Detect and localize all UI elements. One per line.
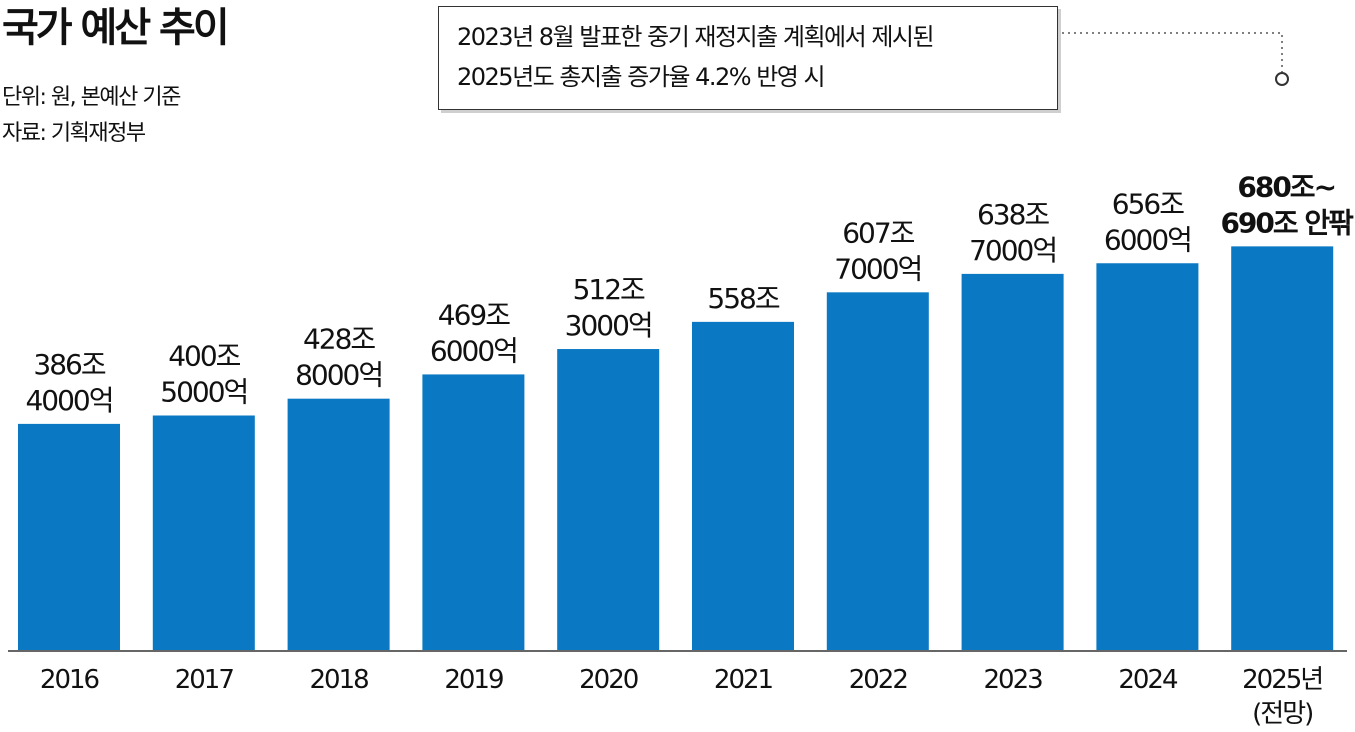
callout-leader-marker — [1275, 72, 1289, 86]
value-label-2025-line-2: 690조 안팎 — [1220, 206, 1354, 239]
callout-line-1: 2023년 8월 발표한 중기 재정지출 계획에서 제시된 — [457, 23, 935, 51]
source-note: 자료: 기획재정부 — [2, 121, 146, 146]
value-label-2016-line-2: 4000억 — [25, 384, 112, 417]
x-tick-label-2022: 2022 — [849, 665, 907, 695]
x-tick-label-2018: 2018 — [310, 665, 369, 695]
bars-group — [18, 246, 1334, 650]
value-label-2017-line-1: 400조 — [168, 340, 240, 373]
value-label-2018-line-1: 428조 — [303, 323, 375, 356]
bar-2019 — [422, 374, 525, 650]
x-tick-label-2019: 2019 — [444, 665, 503, 695]
x-tick-label-2021: 2021 — [714, 665, 773, 695]
x-tick-labels-group: 2016 2017 2018 2019 2020 2021 2022 2023 2024 2025… — [40, 665, 1324, 729]
callout-leader-line — [1062, 32, 1283, 72]
x-tick-label-2023: 2023 — [984, 665, 1043, 695]
bar-2017 — [152, 415, 255, 650]
value-label-2025-line-1: 680조~ — [1237, 170, 1335, 203]
value-label-2024-line-1: 656조 — [1112, 187, 1184, 220]
x-tick-label-2025: 2025년 — [1242, 665, 1322, 695]
bar-2022 — [826, 292, 929, 650]
callout-line-2: 2025년도 총지출 증가율 4.2% 반영 시 — [457, 63, 826, 91]
value-label-2022-line-1: 607조 — [842, 216, 914, 249]
value-label-2018-line-2: 8000억 — [295, 359, 382, 392]
value-label-2019-line-1: 469조 — [438, 298, 510, 331]
value-label-2019-line-2: 6000억 — [430, 334, 517, 367]
value-label-2020-line-2: 3000억 — [565, 309, 652, 342]
value-label-2023-line-1: 638조 — [977, 198, 1049, 231]
chart-title: 국가 예산 추이 — [2, 5, 230, 51]
bar-2023 — [961, 273, 1064, 650]
value-label-2021-line-1: 558조 — [707, 282, 779, 315]
value-label-2022-line-2: 7000억 — [834, 252, 921, 285]
value-label-2024-line-2: 6000억 — [1104, 223, 1191, 256]
x-tick-label-2025-sub: (전망) — [1252, 699, 1312, 729]
bar-2018 — [287, 398, 390, 650]
bar-2021 — [692, 321, 794, 650]
bar-2020 — [557, 349, 660, 650]
bar-2024 — [1096, 263, 1199, 650]
x-tick-label-2024: 2024 — [1118, 665, 1178, 695]
x-tick-label-2016: 2016 — [40, 665, 99, 695]
value-label-2016-line-1: 386조 — [33, 348, 105, 381]
x-tick-label-2020: 2020 — [579, 665, 638, 695]
value-labels-group: 386조4000억400조5000억428조8000억469조6000억512조… — [25, 170, 1355, 417]
bar-2016 — [18, 423, 120, 650]
callout-box: 2023년 8월 발표한 중기 재정지출 계획에서 제시된 2025년도 총지출… — [438, 6, 1058, 110]
unit-note: 단위: 원, 본예산 기준 — [2, 85, 181, 110]
value-label-2017-line-2: 5000억 — [160, 376, 247, 409]
x-tick-label-2017: 2017 — [175, 665, 234, 695]
bar-2025 — [1231, 246, 1334, 650]
value-label-2020-line-1: 512조 — [573, 273, 645, 306]
value-label-2023-line-2: 7000억 — [969, 234, 1056, 267]
